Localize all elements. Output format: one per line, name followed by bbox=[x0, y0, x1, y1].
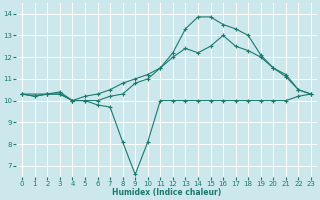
X-axis label: Humidex (Indice chaleur): Humidex (Indice chaleur) bbox=[112, 188, 221, 197]
